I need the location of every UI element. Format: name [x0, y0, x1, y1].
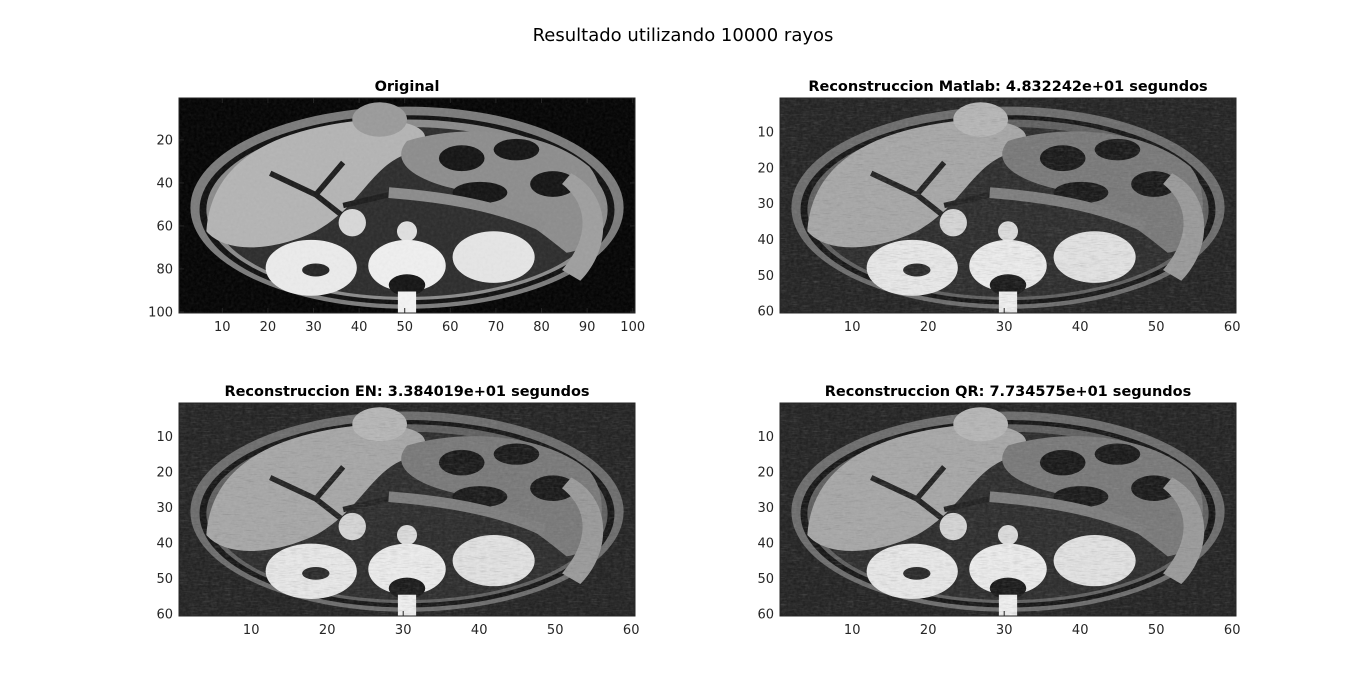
x-tick-label: 100 [620, 320, 645, 335]
y-tick-label: 100 [148, 305, 173, 320]
x-tick-label: 40 [1072, 623, 1089, 638]
axes-title: Reconstruccion Matlab: 4.832242e+01 segu… [808, 79, 1207, 95]
x-tick-label: 60 [442, 320, 459, 335]
x-tick-label: 60 [1224, 320, 1241, 335]
axes-reconstruction-qr: Reconstruccion QR: 7.734575e+01 segundos… [757, 384, 1240, 638]
image-noise [179, 98, 635, 313]
x-tick-label: 50 [1148, 623, 1165, 638]
x-tick-label: 10 [243, 623, 260, 638]
y-tick-label: 40 [757, 233, 774, 248]
axes-frame [779, 402, 1237, 617]
x-tick-label: 50 [547, 623, 564, 638]
x-tick-label: 60 [623, 623, 640, 638]
x-tick-label: 40 [351, 320, 368, 335]
axes-reconstruction-en: Reconstruccion EN: 3.384019e+01 segundos… [156, 384, 639, 638]
y-tick-label: 20 [156, 466, 173, 481]
x-tick-label: 80 [533, 320, 550, 335]
y-tick-label: 40 [156, 537, 173, 552]
y-tick-label: 10 [757, 126, 774, 141]
y-tick-label: 20 [156, 133, 173, 148]
y-tick-label: 20 [757, 161, 774, 176]
y-tick-label: 80 [156, 262, 173, 277]
axes-title: Reconstruccion QR: 7.734575e+01 segundos [825, 384, 1192, 400]
axes-frame [178, 97, 636, 314]
x-tick-label: 60 [1224, 623, 1241, 638]
y-tick-label: 50 [757, 572, 774, 587]
heatmap-image [780, 98, 1236, 313]
heatmap-image [179, 98, 635, 313]
y-tick-label: 10 [156, 430, 173, 445]
x-tick-label: 90 [579, 320, 596, 335]
x-tick-label: 50 [1148, 320, 1165, 335]
y-tick-label: 40 [156, 176, 173, 191]
y-tick-label: 10 [757, 430, 774, 445]
x-tick-label: 50 [396, 320, 413, 335]
x-tick-label: 10 [844, 320, 861, 335]
heatmap-image [179, 403, 635, 616]
y-tick-label: 60 [757, 305, 774, 320]
axes-frame [779, 97, 1237, 314]
y-tick-label: 40 [757, 537, 774, 552]
axes-reconstruction-matlab: Reconstruccion Matlab: 4.832242e+01 segu… [757, 79, 1240, 335]
x-tick-label: 30 [395, 623, 412, 638]
x-tick-label: 70 [488, 320, 505, 335]
x-tick-label: 30 [305, 320, 322, 335]
y-tick-label: 50 [156, 572, 173, 587]
y-tick-label: 20 [757, 466, 774, 481]
x-tick-label: 20 [260, 320, 277, 335]
y-tick-label: 30 [757, 197, 774, 212]
x-tick-label: 20 [920, 320, 937, 335]
x-tick-label: 40 [1072, 320, 1089, 335]
y-tick-label: 30 [156, 501, 173, 516]
y-tick-label: 60 [757, 608, 774, 623]
axes-frame [178, 402, 636, 617]
image-noise-dark [780, 98, 1236, 313]
image-noise-dark [179, 403, 635, 616]
x-tick-label: 30 [996, 320, 1013, 335]
axes-title: Original [375, 79, 440, 95]
heatmap-image [780, 403, 1236, 616]
y-tick-label: 60 [156, 608, 173, 623]
figure-suptitle: Resultado utilizando 10000 rayos [533, 25, 834, 46]
y-tick-label: 50 [757, 269, 774, 284]
x-tick-label: 10 [214, 320, 231, 335]
axes-title: Reconstruccion EN: 3.384019e+01 segundos [224, 384, 589, 400]
x-tick-label: 20 [319, 623, 336, 638]
axes-original: Original 10 20 30 40 50 60 70 80 90 100 20 40 60 80 100 [148, 79, 645, 335]
x-tick-label: 20 [920, 623, 937, 638]
y-tick-label: 60 [156, 219, 173, 234]
y-tick-label: 30 [757, 501, 774, 516]
image-noise-dark [780, 403, 1236, 616]
x-tick-label: 40 [471, 623, 488, 638]
x-tick-label: 10 [844, 623, 861, 638]
x-tick-label: 30 [996, 623, 1013, 638]
